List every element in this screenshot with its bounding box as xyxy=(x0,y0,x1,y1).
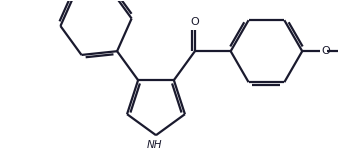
Text: NH: NH xyxy=(147,140,163,150)
Text: O: O xyxy=(322,46,330,56)
Text: O: O xyxy=(191,17,199,27)
